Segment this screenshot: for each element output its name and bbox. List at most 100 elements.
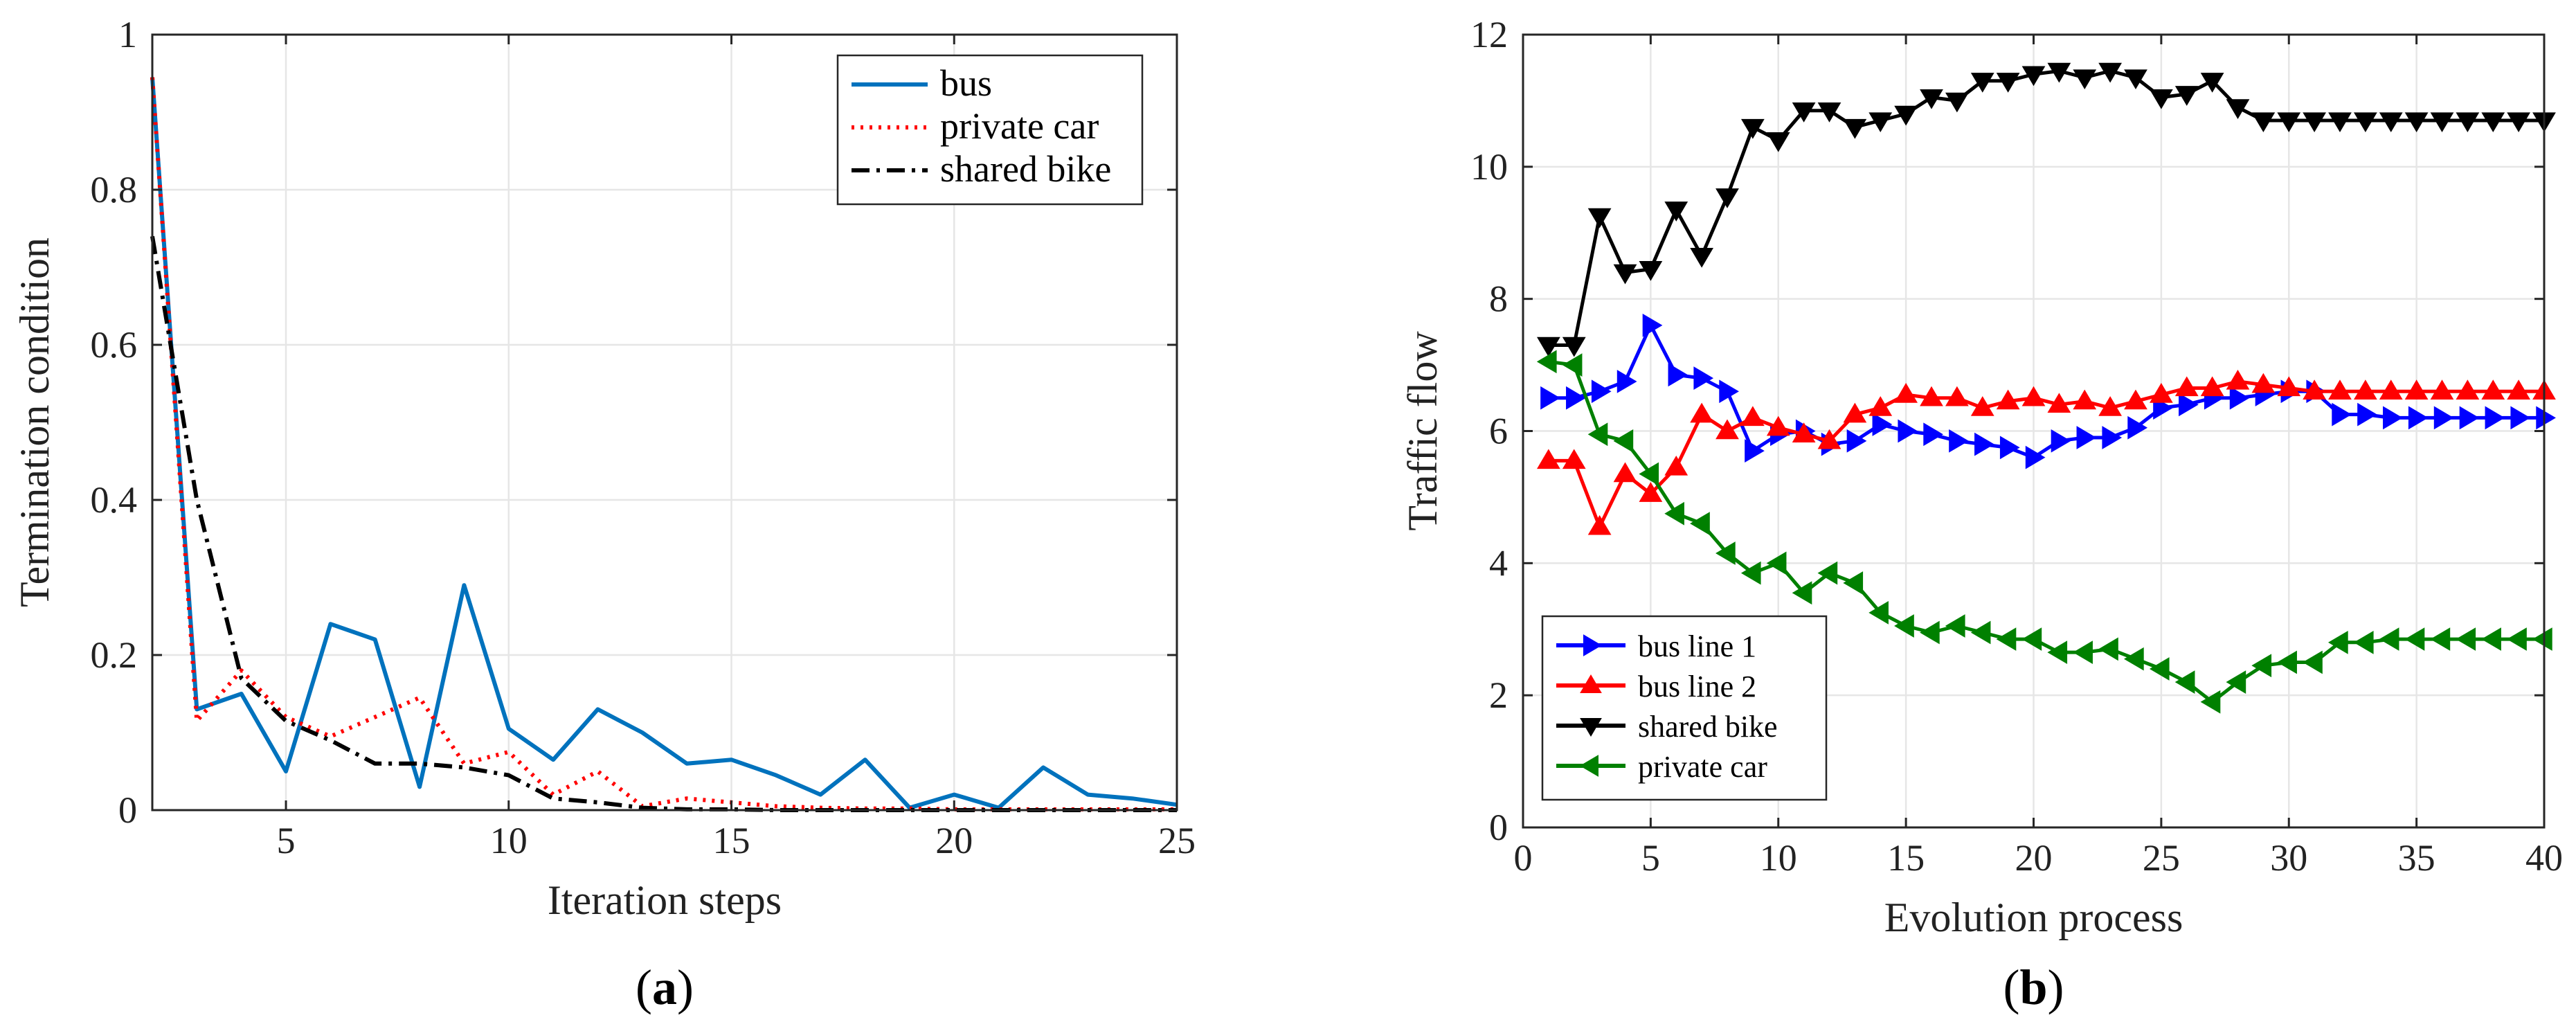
y-tick-label: 0 bbox=[118, 789, 137, 831]
y-tick-label: 0.2 bbox=[91, 634, 138, 676]
data-point-bus-line-2 bbox=[1664, 455, 1688, 476]
y-tick-label: 0 bbox=[1489, 807, 1508, 848]
data-point-shared-bike bbox=[1996, 73, 2020, 93]
panel-label-letter: b bbox=[2019, 960, 2047, 1015]
x-tick-label: 20 bbox=[935, 820, 973, 861]
data-point-shared-bike bbox=[1664, 201, 1688, 222]
data-point-bus-line-2 bbox=[1537, 449, 1560, 469]
data-point-shared-bike bbox=[2021, 66, 2046, 87]
data-point-private-car bbox=[2328, 630, 2348, 654]
x-tick-label: 15 bbox=[713, 820, 750, 861]
data-point-shared-bike bbox=[2354, 112, 2377, 133]
data-point-private-car bbox=[2149, 657, 2170, 681]
data-point-bus-line-2 bbox=[1945, 386, 1969, 406]
data-point-private-car bbox=[2226, 670, 2246, 694]
data-point-bus-line-2 bbox=[1562, 449, 1586, 469]
x-tick-label: 30 bbox=[2270, 837, 2307, 879]
data-point-bus-line-1 bbox=[1616, 370, 1637, 393]
data-point-private-car bbox=[2098, 637, 2118, 661]
data-point-bus-line-2 bbox=[2481, 379, 2505, 400]
data-point-private-car bbox=[1817, 561, 1838, 585]
x-tick-label: 10 bbox=[1760, 837, 1797, 879]
y-tick-label: 1 bbox=[118, 14, 137, 55]
legend-box bbox=[836, 54, 1144, 206]
data-point-shared-bike bbox=[1920, 89, 1943, 109]
data-point-bus-line-1 bbox=[1949, 429, 1969, 453]
data-point-shared-bike bbox=[2150, 89, 2173, 109]
data-point-bus-line-1 bbox=[2383, 406, 2403, 430]
x-tick-label: 10 bbox=[490, 820, 528, 861]
data-point-bus-line-1 bbox=[2510, 406, 2531, 430]
data-point-shared-bike bbox=[1817, 102, 1841, 123]
data-point-private-car bbox=[2124, 647, 2144, 671]
data-point-private-car bbox=[1740, 561, 1761, 585]
chart-panel-a: 5 10 15 20 25 0 0.2 0.4 0.6 0.8 1 Iteration steps Te… bbox=[12, 14, 1196, 1015]
data-point-shared-bike bbox=[2481, 112, 2505, 133]
data-point-private-car bbox=[1715, 541, 1736, 565]
data-point-private-car bbox=[1996, 627, 2017, 651]
data-point-private-car bbox=[1894, 614, 1914, 638]
legend-label: shared bike bbox=[940, 148, 1111, 190]
data-point-bus-line-2 bbox=[2404, 379, 2429, 400]
data-point-bus-line-1 bbox=[2076, 426, 2097, 449]
data-point-bus-line-1 bbox=[2357, 402, 2377, 427]
data-point-bus-line-2 bbox=[2456, 379, 2480, 400]
data-point-bus-line-1 bbox=[2102, 426, 2123, 449]
data-point-private-car bbox=[1690, 512, 1710, 535]
data-point-shared-bike bbox=[1894, 105, 1918, 126]
data-point-shared-bike bbox=[2303, 112, 2327, 133]
data-point-bus-line-1 bbox=[1668, 363, 1688, 387]
data-point-bus-line-1 bbox=[1693, 366, 1714, 391]
data-point-shared-bike bbox=[1639, 261, 1663, 281]
data-point-bus-line-2 bbox=[1868, 396, 1893, 416]
data-point-private-car bbox=[2481, 627, 2501, 651]
data-point-private-car bbox=[1613, 429, 1634, 453]
legend-label: private car bbox=[940, 105, 1099, 147]
data-point-shared-bike bbox=[1741, 118, 1765, 139]
data-point-shared-bike bbox=[1537, 337, 1560, 357]
data-point-bus-line-2 bbox=[2303, 379, 2327, 400]
data-point-shared-bike bbox=[1868, 112, 1893, 133]
x-tick-label: 20 bbox=[2015, 837, 2053, 879]
x-tick-label: 5 bbox=[277, 820, 296, 861]
data-point-private-car bbox=[1766, 551, 1787, 575]
data-point-private-car bbox=[1792, 581, 1812, 605]
data-point-bus-line-2 bbox=[1690, 402, 1714, 423]
legend-label: bus bbox=[940, 62, 992, 104]
data-point-bus-line-2 bbox=[2073, 389, 2097, 410]
panel-label-open-paren: ( bbox=[2003, 960, 2019, 1015]
data-point-bus-line-2 bbox=[2200, 376, 2224, 397]
data-point-private-car bbox=[1920, 620, 1940, 645]
data-point-shared-bike bbox=[2226, 99, 2250, 119]
data-point-shared-bike bbox=[1690, 247, 1714, 268]
data-point-shared-bike bbox=[1843, 118, 1867, 139]
data-point-bus-line-2 bbox=[1639, 482, 1663, 502]
data-point-bus-line-2 bbox=[2047, 393, 2071, 413]
data-point-bus-line-2 bbox=[1920, 386, 1943, 406]
x-tick-label: 0 bbox=[1514, 837, 1533, 879]
data-point-private-car bbox=[2251, 654, 2272, 678]
data-point-bus-line-2 bbox=[1894, 383, 1918, 403]
data-point-bus-line-1 bbox=[1719, 379, 1739, 404]
data-point-bus-line-1 bbox=[1642, 313, 1663, 337]
data-point-shared-bike bbox=[2251, 112, 2276, 133]
data-point-shared-bike bbox=[1562, 337, 1586, 357]
data-point-bus-line-2 bbox=[2098, 396, 2123, 416]
data-point-shared-bike bbox=[1613, 264, 1637, 285]
panel-label: (b) bbox=[2003, 960, 2064, 1015]
data-point-shared-bike bbox=[1945, 92, 1969, 113]
data-point-bus-line-2 bbox=[2150, 383, 2173, 403]
data-point-bus-line-2 bbox=[1970, 396, 1994, 416]
x-axis-title: Evolution process bbox=[1884, 895, 2183, 940]
legend-marker bbox=[1580, 674, 1602, 693]
data-point-bus-line-2 bbox=[2507, 379, 2531, 400]
data-point-private-car bbox=[1587, 422, 1608, 447]
data-point-private-car bbox=[2379, 627, 2399, 651]
data-point-bus-line-1 bbox=[2025, 445, 2046, 469]
data-point-private-car bbox=[2404, 627, 2425, 651]
data-point-private-car bbox=[2277, 650, 2297, 674]
y-tick-label: 10 bbox=[1470, 146, 1508, 188]
data-point-bus-line-1 bbox=[1591, 379, 1612, 404]
data-point-bus-line-1 bbox=[2229, 386, 2250, 410]
data-point-private-car bbox=[2532, 627, 2552, 651]
